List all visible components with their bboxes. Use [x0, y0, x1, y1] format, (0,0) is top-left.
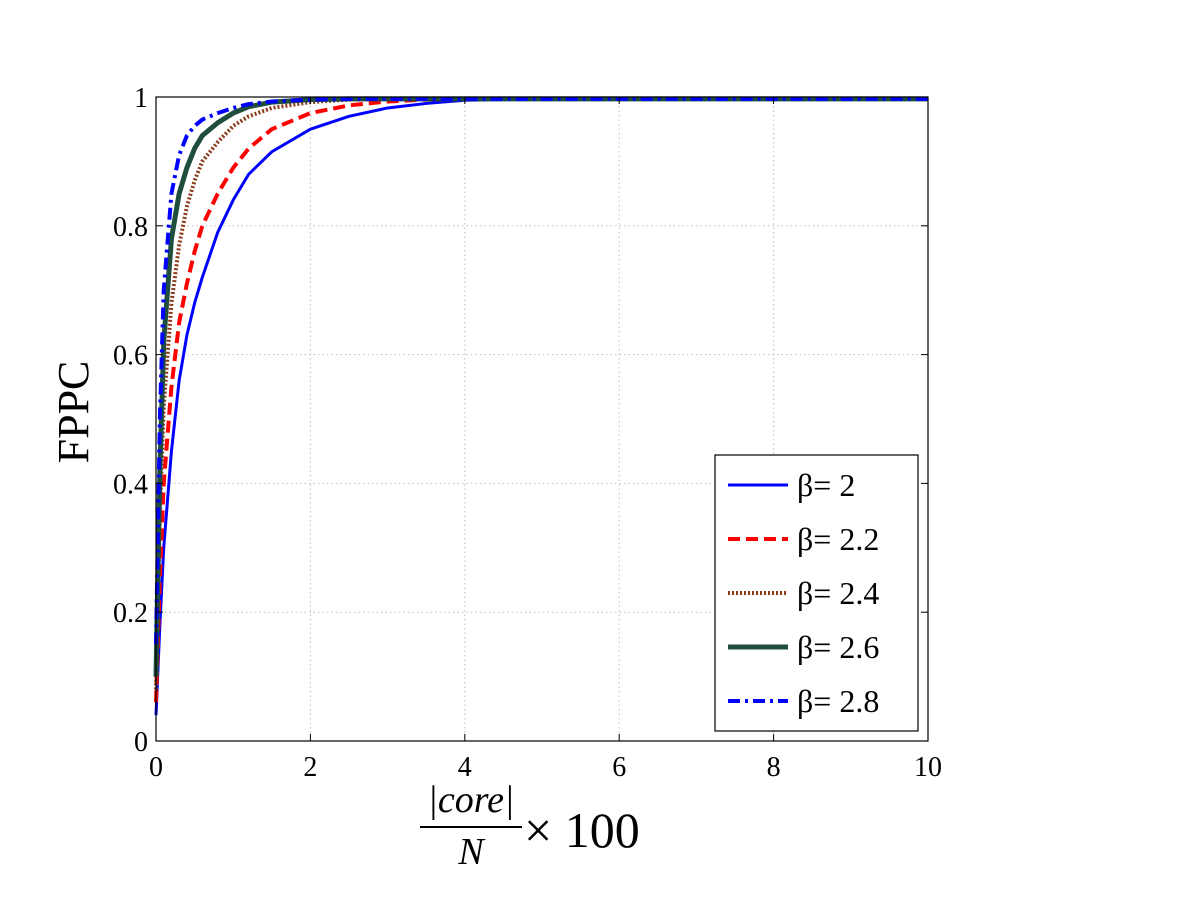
legend: β= 2 β= 2.2 β= 2.4 β= 2.6 β= 2.8 — [714, 454, 919, 732]
x-tick-label: 8 — [767, 752, 781, 783]
axis-ticks: 0 2 4 6 8 10 0 0.2 0.4 0.6 0.8 1 — [113, 83, 942, 783]
x-tick-label: 2 — [303, 752, 317, 783]
legend-label-5: β= 2.8 — [797, 683, 879, 719]
y-tick-label: 0.2 — [113, 598, 148, 629]
x-axis-label-numerator: |core| — [427, 779, 514, 821]
x-axis-label: |core| N × 100 — [420, 779, 640, 873]
legend-label-2: β= 2.2 — [797, 521, 879, 557]
y-tick-label: 0.8 — [113, 212, 148, 243]
x-tick-label: 10 — [914, 752, 942, 783]
y-tick-label: 1 — [134, 83, 148, 114]
x-tick-label: 4 — [458, 752, 472, 783]
plot-frame — [155, 96, 929, 742]
y-tick-label: 0.4 — [113, 469, 148, 500]
x-axis-label-denominator: N — [457, 831, 486, 873]
x-tick-label: 0 — [149, 752, 163, 783]
y-tick-label: 0.6 — [113, 341, 148, 372]
legend-label-3: β= 2.4 — [797, 575, 879, 611]
legend-label-1: β= 2 — [797, 467, 855, 503]
y-axis-label: FPPC — [49, 361, 98, 464]
legend-label-4: β= 2.6 — [797, 629, 879, 665]
y-tick-label: 0 — [134, 727, 148, 758]
series-line-5 — [154, 96, 928, 645]
series-line-2 — [154, 96, 928, 703]
x-axis-label-suffix: × 100 — [524, 802, 640, 858]
x-tick-label: 6 — [612, 752, 626, 783]
